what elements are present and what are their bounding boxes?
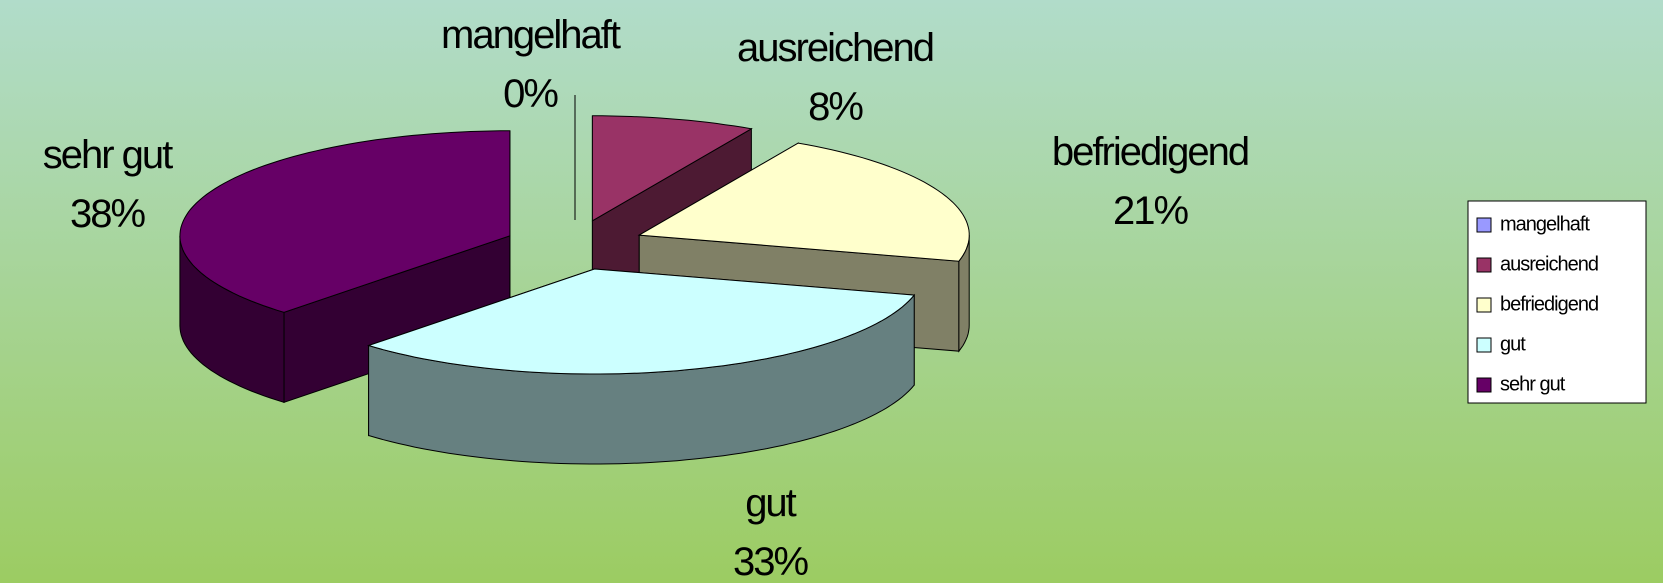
legend-label: befriedigend — [1500, 293, 1598, 315]
data-label-value: 0% — [503, 72, 558, 116]
data-label-value: 38% — [70, 192, 145, 236]
legend-swatch — [1476, 257, 1492, 273]
legend-label: ausreichend — [1500, 253, 1598, 275]
legend-box — [1467, 200, 1647, 404]
legend-swatch — [1476, 377, 1492, 393]
data-label-name: befriedigend — [1052, 130, 1248, 174]
data-label-value: 21% — [1113, 189, 1188, 233]
data-label-name: sehr gut — [43, 133, 173, 177]
legend-label: sehr gut — [1500, 373, 1566, 395]
data-label-value: 8% — [808, 85, 863, 129]
slice — [637, 142, 970, 262]
legend-label: mangelhaft — [1500, 213, 1590, 235]
data-label-value: 33% — [733, 540, 808, 583]
legend-label: gut — [1500, 333, 1526, 355]
legend-swatch — [1476, 297, 1492, 313]
slice — [179, 130, 511, 313]
data-label-name: ausreichend — [737, 26, 933, 70]
data-label-name: gut — [745, 481, 796, 525]
slice — [591, 115, 753, 222]
slice — [366, 268, 916, 375]
legend-swatch — [1476, 337, 1492, 353]
data-label-name: mangelhaft — [441, 13, 621, 57]
legend-swatch — [1476, 217, 1492, 233]
